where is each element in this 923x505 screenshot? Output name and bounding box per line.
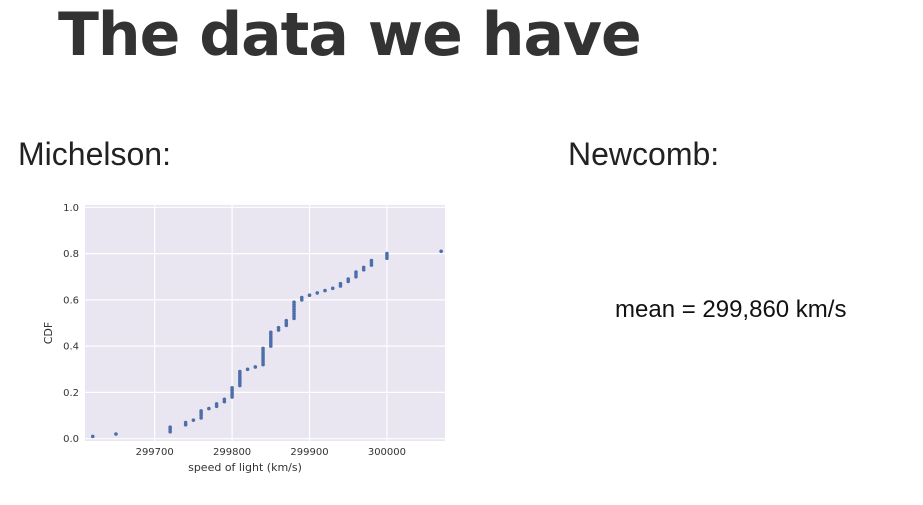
- plot-area: [85, 205, 445, 441]
- data-point: [222, 397, 227, 402]
- data-point: [261, 346, 265, 351]
- data-point: [90, 434, 95, 439]
- data-point: [214, 402, 219, 406]
- data-point: [207, 406, 211, 411]
- y-tick-label: 1.0: [63, 203, 79, 214]
- x-axis-ticks: 299700 299800 299900 300000: [136, 447, 406, 458]
- michelson-label: Michelson:: [18, 136, 171, 172]
- data-point: [369, 258, 374, 263]
- y-tick-label: 0.6: [63, 295, 79, 306]
- x-tick-label: 299700: [136, 447, 174, 458]
- data-point: [330, 286, 335, 291]
- x-tick-label: 299800: [213, 447, 251, 458]
- data-point: [346, 277, 351, 281]
- y-tick-label: 0.0: [63, 434, 79, 445]
- slide-title: The data we have: [58, 0, 642, 70]
- data-point: [361, 265, 366, 270]
- data-point: [168, 425, 172, 429]
- newcomb-mean-text: mean = 299,860 km/s: [615, 296, 847, 323]
- data-point: [439, 249, 443, 254]
- data-point: [183, 420, 188, 425]
- data-point: [191, 418, 196, 422]
- newcomb-label: Newcomb:: [568, 136, 720, 172]
- data-point: [276, 325, 281, 330]
- data-point: [299, 295, 304, 300]
- data-point: [253, 365, 258, 369]
- x-axis-label: speed of light (km/s): [188, 461, 302, 474]
- y-tick-label: 0.4: [63, 342, 79, 353]
- data-point: [385, 251, 389, 256]
- y-tick-label: 0.2: [63, 388, 79, 399]
- data-point: [307, 293, 312, 298]
- data-point: [199, 409, 203, 413]
- y-axis-ticks: 0.0 0.2 0.4 0.6 0.8 1.0: [63, 203, 79, 445]
- data-points: [90, 249, 443, 439]
- x-tick-label: 299900: [290, 447, 328, 458]
- data-point: [114, 432, 118, 436]
- data-point: [315, 291, 320, 295]
- data-point: [245, 367, 250, 372]
- data-point: [338, 281, 343, 286]
- x-tick-label: 300000: [368, 447, 406, 458]
- data-point: [238, 369, 242, 374]
- data-point: [323, 288, 327, 293]
- data-point: [284, 318, 289, 323]
- y-tick-label: 0.8: [63, 249, 79, 260]
- data-point: [269, 330, 273, 335]
- michelson-cdf-chart: 299700 299800 299900 300000 0.0 0.2 0.4 0.6 0.8…: [42, 203, 445, 474]
- grid: [85, 205, 445, 441]
- data-point: [230, 385, 234, 390]
- data-point: [292, 300, 296, 304]
- data-point: [354, 270, 358, 274]
- y-axis-label: CDF: [42, 322, 55, 344]
